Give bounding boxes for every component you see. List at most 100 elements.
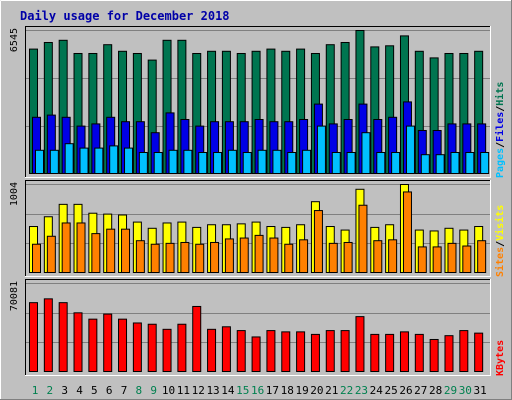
bar-sites-day-1	[32, 243, 41, 273]
x-tick-label-day-5: 5	[91, 384, 98, 397]
bar-kbytes-day-19	[296, 331, 306, 372]
legend-hits_files_pages: Pages/Files/Hits	[494, 82, 506, 178]
bar-pages-day-28	[435, 154, 445, 174]
bar-sites-day-3	[61, 222, 71, 273]
bar-kbytes-day-31	[474, 332, 484, 372]
bar-sites-day-6	[106, 228, 116, 273]
bar-pages-day-1	[35, 149, 44, 175]
bar-sites-day-19	[299, 239, 309, 274]
bar-sites-day-2	[46, 235, 56, 273]
bar-pages-day-16	[257, 149, 267, 175]
bar-kbytes-day-5	[88, 318, 98, 372]
x-tick-label-day-22: 22	[340, 384, 353, 397]
legend-entry: /	[495, 142, 506, 148]
legend-entry: Files	[494, 112, 506, 142]
x-tick-label-day-2: 2	[47, 384, 54, 397]
bar-kbytes-day-16	[251, 336, 261, 372]
bar-kbytes-day-4	[73, 312, 83, 372]
bar-pages-day-4	[79, 147, 89, 174]
bar-pages-day-18	[287, 151, 297, 175]
x-tick-label-day-20: 20	[310, 384, 323, 397]
bar-kbytes-day-25	[385, 333, 395, 372]
bar-pages-day-14	[227, 149, 237, 175]
x-tick-label-day-24: 24	[370, 384, 384, 397]
x-tick-labels: 1 2 3 4 5 6 7 8 9 10 11 12 13 14 15 16 17 18 19 20 21 22 23 24 2…	[32, 384, 487, 397]
y-tick-label: 1004	[9, 182, 20, 206]
bar-sites-day-28	[432, 246, 442, 273]
legend-entry: Visits	[494, 205, 506, 241]
y-tick-label: 70081	[9, 281, 20, 311]
bar-kbytes-day-20	[310, 333, 320, 372]
bar-sites-day-12	[195, 243, 205, 273]
bar-sites-day-29	[447, 242, 457, 274]
x-tick-label-day-9: 9	[150, 384, 157, 397]
x-tick-label-day-3: 3	[61, 384, 68, 397]
x-tick-label-day-6: 6	[106, 384, 113, 397]
x-tick-label-day-18: 18	[281, 384, 294, 397]
bar-pages-day-13	[213, 151, 223, 175]
bar-kbytes-day-9	[147, 323, 157, 372]
bar-sites-day-14	[224, 238, 234, 273]
bar-kbytes-day-11	[177, 323, 187, 372]
bar-pages-day-23	[361, 132, 371, 174]
x-tick-label-day-26: 26	[399, 384, 412, 397]
bar-sites-day-8	[135, 240, 145, 274]
x-tick-label-day-15: 15	[236, 384, 249, 397]
x-tick-label-day-19: 19	[295, 384, 308, 397]
bar-sites-day-27	[417, 246, 427, 273]
bar-kbytes-day-28	[429, 338, 439, 373]
bar-kbytes-day-7	[118, 318, 128, 372]
bar-sites-day-31	[477, 240, 487, 274]
bar-pages-day-8	[138, 151, 148, 175]
x-tick-label-day-29: 29	[444, 384, 457, 397]
bar-pages-day-12	[198, 151, 208, 175]
x-tick-label-day-31: 31	[474, 384, 487, 397]
bar-kbytes-day-10	[162, 328, 172, 372]
bar-sites-day-7	[121, 228, 131, 273]
x-tick-label-day-10: 10	[162, 384, 175, 397]
bar-pages-day-11	[183, 149, 193, 175]
legend-entry: /	[495, 106, 506, 112]
bar-sites-day-15	[239, 237, 249, 274]
bar-kbytes-day-15	[236, 330, 246, 372]
legend-entry: Hits	[494, 82, 506, 106]
bar-sites-day-17	[269, 237, 279, 274]
bar-kbytes-day-22	[340, 330, 350, 372]
x-tick-label-day-28: 28	[429, 384, 442, 397]
bar-pages-day-5	[94, 147, 104, 174]
legend-entry: Sites	[494, 247, 506, 277]
bar-pages-day-27	[420, 154, 430, 174]
x-tick-label-day-7: 7	[121, 384, 128, 397]
bar-pages-day-29	[450, 151, 460, 175]
bar-pages-day-24	[376, 151, 386, 175]
legend-entry: KBytes	[495, 340, 506, 376]
x-tick-label-day-14: 14	[221, 384, 235, 397]
bars	[29, 30, 490, 373]
bar-pages-day-25	[391, 151, 401, 175]
bar-pages-day-7	[124, 147, 134, 174]
bar-kbytes-day-24	[370, 333, 380, 372]
bar-pages-day-20	[316, 125, 326, 175]
x-tick-label-day-21: 21	[325, 384, 338, 397]
bar-kbytes-day-26	[399, 331, 409, 372]
bar-pages-day-21	[331, 151, 341, 175]
bar-sites-day-18	[284, 243, 294, 273]
x-tick-label-day-8: 8	[136, 384, 143, 397]
bar-kbytes-day-6	[103, 313, 113, 372]
x-tick-label-day-17: 17	[266, 384, 279, 397]
legend-kbytes: KBytes	[495, 340, 506, 376]
bar-pages-day-3	[64, 143, 74, 174]
bar-sites-day-20	[313, 210, 323, 273]
bar-pages-day-10	[168, 149, 178, 175]
bar-pages-day-30	[465, 151, 475, 175]
legends: Pages/Files/Hits Sites / Visits KBytes	[494, 82, 506, 376]
y-tick-labels: 6545 1004 70081	[9, 28, 20, 311]
bar-pages-day-15	[242, 151, 252, 175]
bar-kbytes-day-18	[281, 331, 291, 372]
bar-kbytes-day-23	[355, 316, 365, 372]
bar-pages-day-26	[405, 125, 415, 175]
bar-sites-day-26	[402, 191, 412, 273]
x-tick-label-day-25: 25	[385, 384, 398, 397]
bar-sites-day-21	[328, 242, 338, 274]
